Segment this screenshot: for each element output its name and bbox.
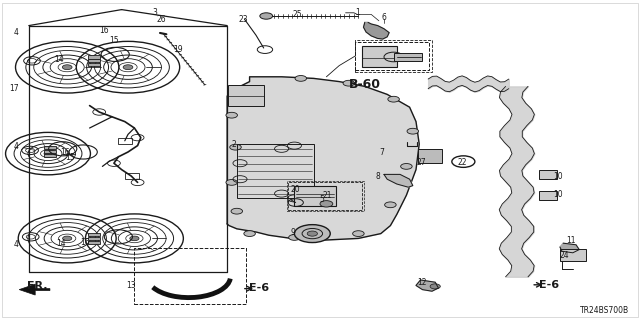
Bar xyxy=(418,149,442,163)
Text: 21: 21 xyxy=(323,191,332,200)
Bar xyxy=(294,186,336,206)
Text: 16: 16 xyxy=(99,26,109,35)
Polygon shape xyxy=(19,284,50,295)
Bar xyxy=(539,191,557,200)
Circle shape xyxy=(230,144,241,150)
Bar xyxy=(228,85,264,106)
Bar xyxy=(355,42,429,70)
Text: TR24BS700B: TR24BS700B xyxy=(580,306,629,315)
Text: 4: 4 xyxy=(13,142,19,151)
Text: 10: 10 xyxy=(553,190,563,199)
Circle shape xyxy=(244,231,255,236)
Text: 25: 25 xyxy=(292,10,303,19)
Bar xyxy=(560,249,586,261)
Circle shape xyxy=(295,76,307,81)
Text: 5: 5 xyxy=(319,195,324,204)
Circle shape xyxy=(353,231,364,236)
Circle shape xyxy=(63,236,72,241)
Text: 7: 7 xyxy=(380,148,385,156)
Text: 11: 11 xyxy=(566,236,575,245)
Bar xyxy=(44,150,56,153)
Text: 4: 4 xyxy=(13,240,19,249)
Bar xyxy=(88,233,100,236)
Bar xyxy=(288,182,362,210)
Polygon shape xyxy=(384,174,413,187)
Circle shape xyxy=(401,164,412,169)
Bar xyxy=(355,40,432,72)
Circle shape xyxy=(250,87,262,92)
Circle shape xyxy=(320,201,333,207)
Bar xyxy=(287,181,364,211)
Text: 20: 20 xyxy=(291,185,301,194)
Bar xyxy=(539,170,557,179)
Text: 19: 19 xyxy=(173,45,183,54)
Bar xyxy=(44,146,56,149)
Bar xyxy=(362,46,397,67)
Bar xyxy=(88,63,100,66)
Bar xyxy=(118,138,132,144)
Text: 16: 16 xyxy=(80,238,90,247)
Text: E-6: E-6 xyxy=(249,283,269,293)
Text: 17: 17 xyxy=(9,84,19,93)
Circle shape xyxy=(407,128,419,134)
Bar xyxy=(88,59,100,62)
Text: 6: 6 xyxy=(381,13,387,22)
Bar xyxy=(134,248,246,304)
Circle shape xyxy=(130,236,139,241)
Text: 27: 27 xyxy=(416,158,426,167)
Bar xyxy=(125,173,139,179)
Circle shape xyxy=(430,284,440,289)
Text: 10: 10 xyxy=(553,172,563,181)
Bar xyxy=(394,53,422,61)
Text: 13: 13 xyxy=(126,281,136,290)
Text: 8: 8 xyxy=(375,172,380,180)
Circle shape xyxy=(123,65,133,70)
Polygon shape xyxy=(364,22,389,39)
Circle shape xyxy=(44,152,52,156)
Text: 15: 15 xyxy=(65,153,76,162)
Circle shape xyxy=(231,208,243,214)
Circle shape xyxy=(62,65,72,70)
Circle shape xyxy=(388,96,399,102)
Text: 26: 26 xyxy=(156,15,166,24)
Text: 14: 14 xyxy=(54,55,64,64)
Bar xyxy=(88,55,100,59)
Circle shape xyxy=(385,202,396,208)
Polygon shape xyxy=(227,77,419,240)
Circle shape xyxy=(260,13,273,19)
Text: 14: 14 xyxy=(56,239,66,248)
Text: 12: 12 xyxy=(418,278,427,287)
Text: 4: 4 xyxy=(13,28,19,37)
Polygon shape xyxy=(560,243,579,253)
Text: 2: 2 xyxy=(231,140,236,149)
Bar xyxy=(88,237,100,240)
Bar xyxy=(237,144,314,198)
Circle shape xyxy=(226,112,237,118)
Text: 23: 23 xyxy=(238,15,248,24)
Text: E-6: E-6 xyxy=(539,280,559,290)
Text: 22: 22 xyxy=(458,158,467,167)
Text: 1: 1 xyxy=(355,8,360,17)
Circle shape xyxy=(343,80,355,86)
Text: FR.: FR. xyxy=(27,281,47,292)
Bar xyxy=(88,241,100,244)
Text: 3: 3 xyxy=(152,8,157,17)
Bar xyxy=(44,154,56,157)
Circle shape xyxy=(294,225,330,243)
Text: B-60: B-60 xyxy=(349,78,381,91)
Circle shape xyxy=(226,180,237,185)
Text: 24: 24 xyxy=(559,251,570,260)
Polygon shape xyxy=(416,280,438,291)
Circle shape xyxy=(289,235,300,240)
Text: 15: 15 xyxy=(109,36,119,44)
Circle shape xyxy=(307,231,317,236)
Text: 9: 9 xyxy=(291,228,296,237)
Text: 16: 16 xyxy=(60,148,70,156)
